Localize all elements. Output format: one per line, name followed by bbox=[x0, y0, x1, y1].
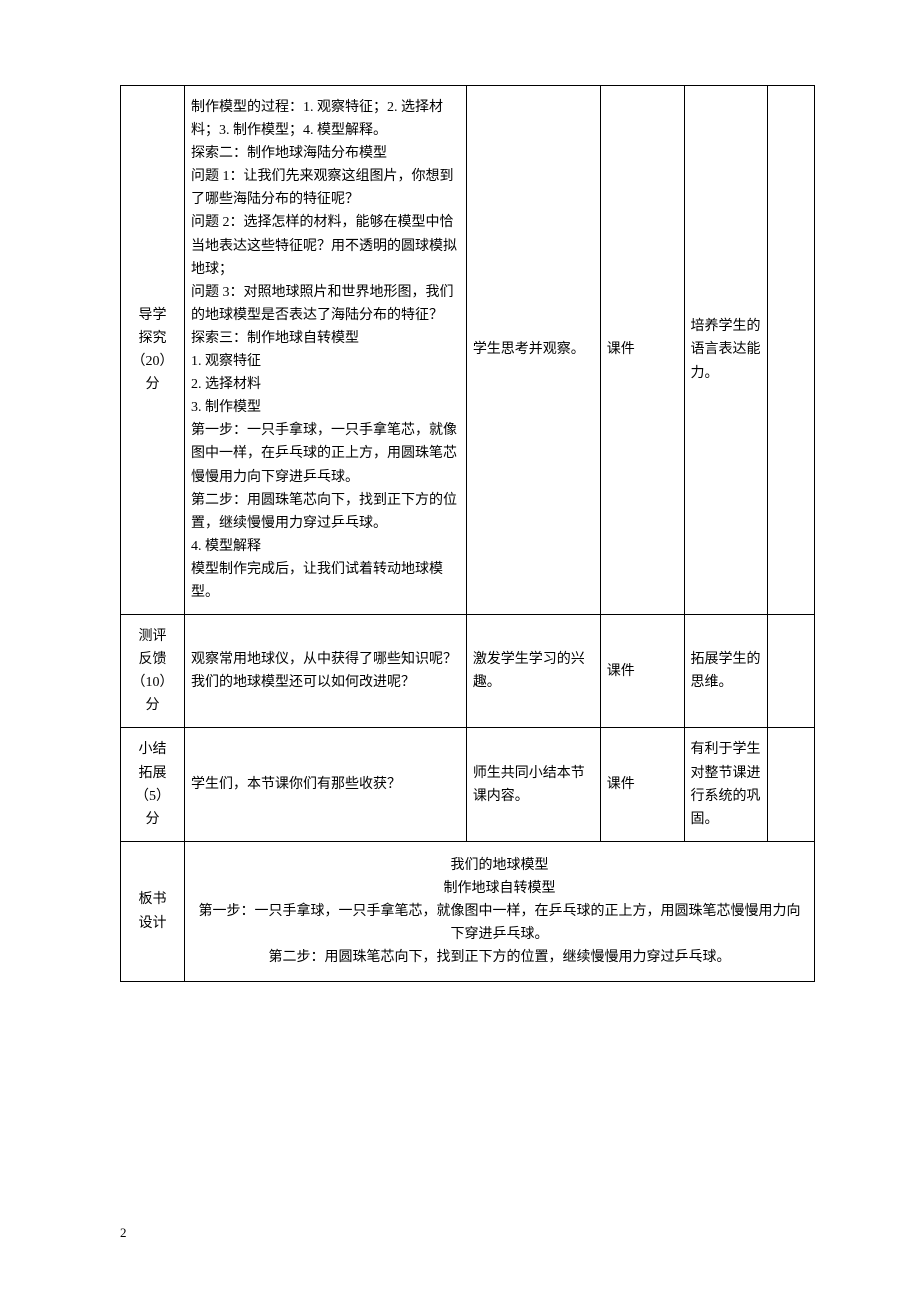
teacher-activity: 学生们，本节课你们有那些收获？ bbox=[185, 728, 467, 841]
empty-cell bbox=[768, 615, 815, 728]
student-activity: 激发学生学习的兴趣。 bbox=[466, 615, 600, 728]
empty-cell bbox=[768, 86, 815, 615]
board-label: 板书设计 bbox=[121, 841, 185, 981]
empty-cell bbox=[768, 728, 815, 841]
student-activity: 学生思考并观察。 bbox=[466, 86, 600, 615]
resource: 课件 bbox=[600, 615, 684, 728]
board-title-2: 制作地球自转模型 bbox=[193, 877, 806, 900]
student-activity: 师生共同小结本节课内容。 bbox=[466, 728, 600, 841]
board-design-row: 板书设计 我们的地球模型 制作地球自转模型 第一步：一只手拿球，一只手拿笔芯，就… bbox=[121, 841, 815, 981]
row-label: 导学探究（20）分 bbox=[121, 86, 185, 615]
board-content: 我们的地球模型 制作地球自转模型 第一步：一只手拿球，一只手拿笔芯，就像图中一样… bbox=[185, 841, 815, 981]
design-intent: 拓展学生的思维。 bbox=[684, 615, 768, 728]
design-intent: 培养学生的语言表达能力。 bbox=[684, 86, 768, 615]
resource: 课件 bbox=[600, 728, 684, 841]
board-title-1: 我们的地球模型 bbox=[193, 854, 806, 877]
teacher-activity: 制作模型的过程：1. 观察特征；2. 选择材料；3. 制作模型；4. 模型解释。… bbox=[185, 86, 467, 615]
teacher-activity: 观察常用地球仪，从中获得了哪些知识呢？我们的地球模型还可以如何改进呢？ bbox=[185, 615, 467, 728]
table-row: 测评反馈（10）分 观察常用地球仪，从中获得了哪些知识呢？我们的地球模型还可以如… bbox=[121, 615, 815, 728]
page-number: 2 bbox=[120, 1222, 815, 1243]
row-label: 小结拓展（5）分 bbox=[121, 728, 185, 841]
resource: 课件 bbox=[600, 86, 684, 615]
board-step-2: 第二步：用圆珠笔芯向下，找到正下方的位置，继续慢慢用力穿过乒乓球。 bbox=[193, 946, 806, 969]
table-row: 小结拓展（5）分 学生们，本节课你们有那些收获？ 师生共同小结本节课内容。 课件… bbox=[121, 728, 815, 841]
lesson-plan-table: 导学探究（20）分 制作模型的过程：1. 观察特征；2. 选择材料；3. 制作模… bbox=[120, 85, 815, 982]
board-step-1: 第一步：一只手拿球，一只手拿笔芯，就像图中一样，在乒乓球的正上方，用圆珠笔芯慢慢… bbox=[193, 900, 806, 946]
table-row: 导学探究（20）分 制作模型的过程：1. 观察特征；2. 选择材料；3. 制作模… bbox=[121, 86, 815, 615]
design-intent: 有利于学生对整节课进行系统的巩固。 bbox=[684, 728, 768, 841]
row-label: 测评反馈（10）分 bbox=[121, 615, 185, 728]
